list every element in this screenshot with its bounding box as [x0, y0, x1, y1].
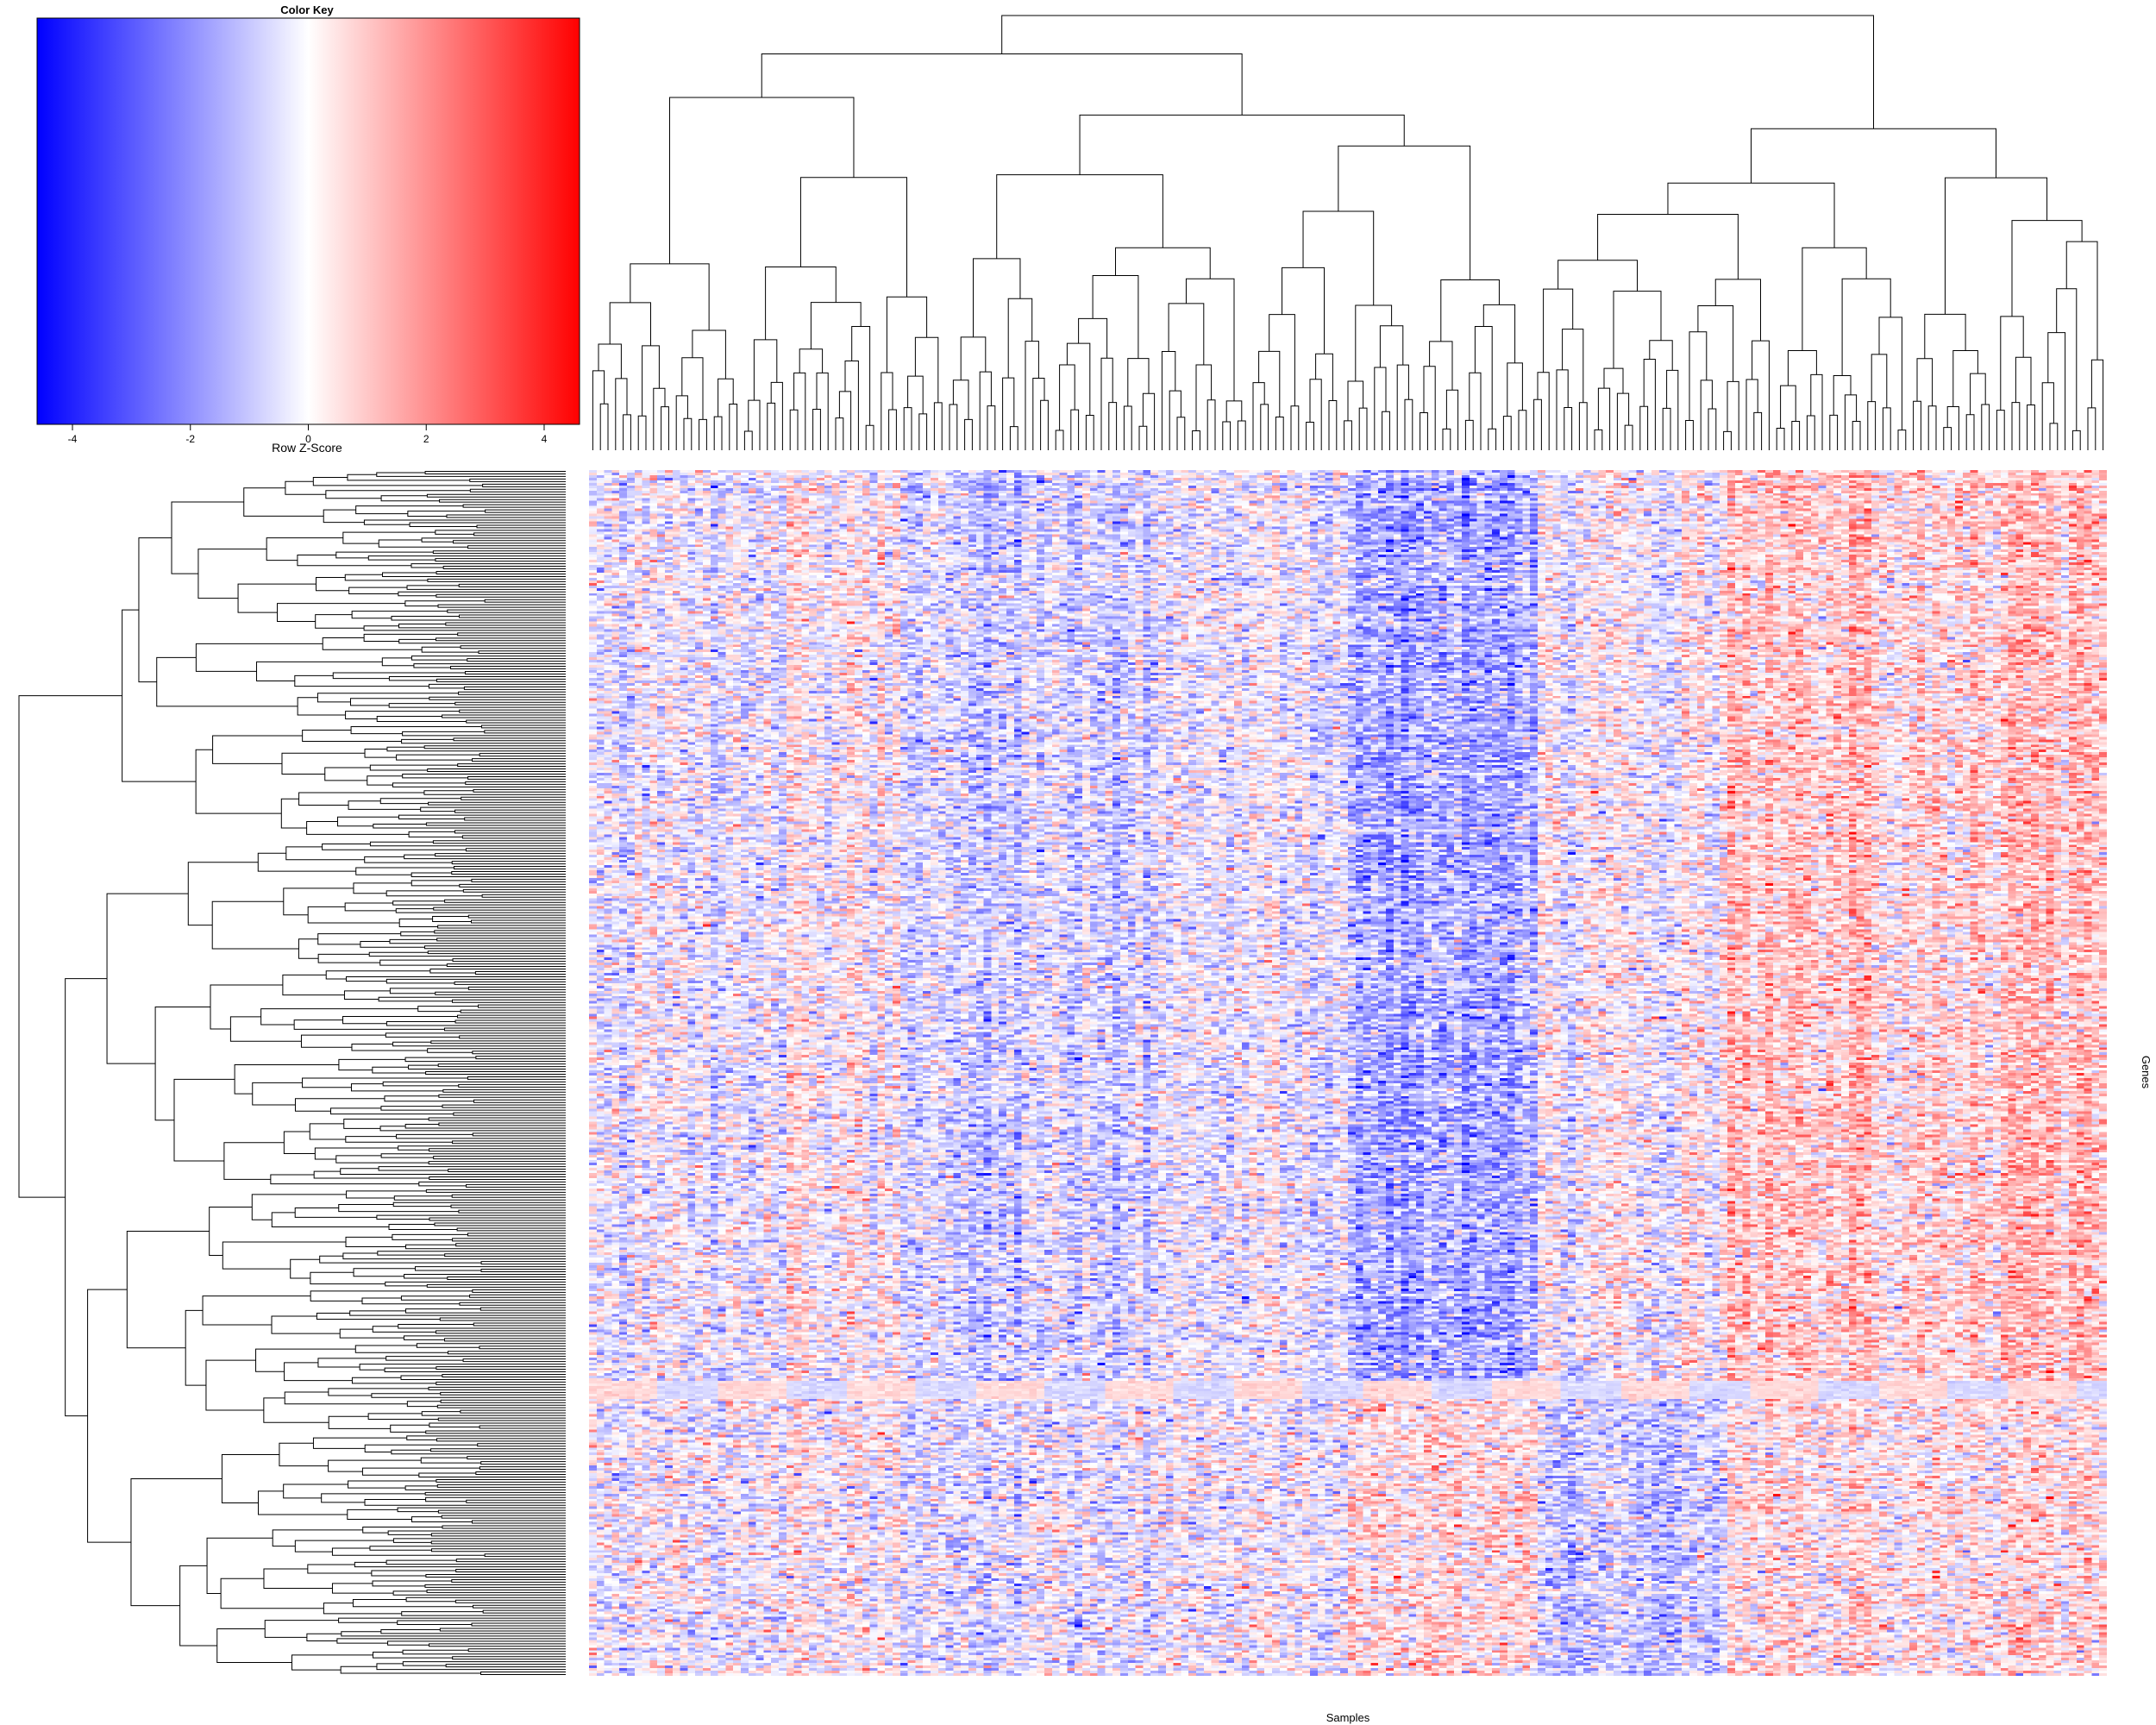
x-axis-label: Samples [1326, 1711, 1370, 1724]
column-dendrogram [592, 15, 2104, 450]
color-key: Color Key -4 -2 0 2 4 Row Z-Score [36, 3, 580, 455]
color-key-ticks: -4 -2 0 2 4 [68, 424, 548, 445]
y-axis-label: Genes [2140, 1056, 2153, 1089]
color-key-gradient [36, 17, 580, 425]
color-key-tick-label: 4 [542, 433, 548, 445]
color-key-xlabel: Row Z-Score [272, 441, 342, 455]
color-key-tick-label: 2 [423, 433, 429, 445]
color-key-tick-label: 0 [305, 433, 311, 445]
heatmap-grid [589, 470, 2107, 1676]
dendrogram-branches [592, 15, 2104, 450]
row-dendrogram [18, 470, 566, 1676]
color-key-tick-label: -4 [68, 433, 78, 445]
color-key-title: Color Key [280, 3, 334, 16]
color-key-tick-label: -2 [185, 433, 195, 445]
dendrogram-branches [18, 470, 566, 1676]
